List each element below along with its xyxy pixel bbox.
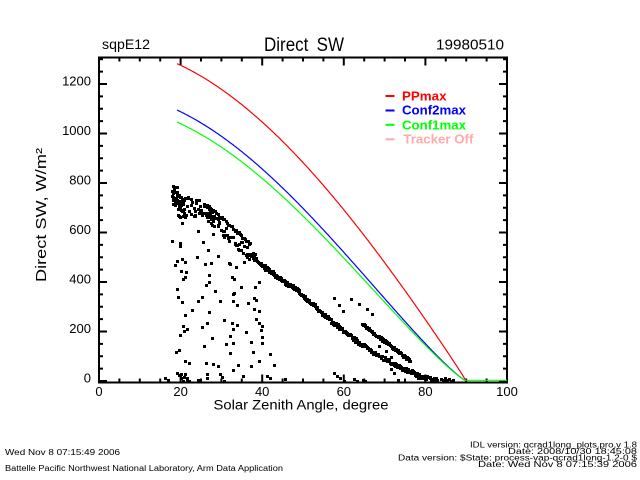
svg-text:Battelle Pacific Northwest Nat: Battelle Pacific Northwest National Labo… [5, 464, 283, 473]
svg-text:Conf2max: Conf2max [402, 104, 466, 118]
svg-text:IDL version: qcrad1long_plots.: IDL version: qcrad1long_plots.pro,v 1.8 [470, 441, 638, 450]
svg-text:Conf1max: Conf1max [402, 119, 466, 133]
svg-text:60: 60 [337, 384, 351, 399]
svg-text:1000: 1000 [62, 123, 91, 138]
svg-text:600: 600 [69, 222, 91, 237]
svg-text:Date: 2008/10/30 18:45:08: Date: 2008/10/30 18:45:08 [508, 447, 638, 456]
svg-text:1200: 1200 [62, 74, 91, 89]
svg-text:400: 400 [69, 272, 91, 287]
svg-text:80: 80 [418, 384, 432, 399]
svg-text:sqpE12: sqpE12 [102, 36, 150, 52]
svg-text:Direct SW: Direct SW [264, 35, 344, 56]
svg-text:0: 0 [95, 384, 102, 399]
svg-text:19980510: 19980510 [436, 37, 504, 54]
svg-text:800: 800 [69, 173, 91, 188]
svg-text:100: 100 [496, 384, 518, 399]
svg-text:40: 40 [255, 384, 269, 399]
svg-text:Solar Zenith Angle, degree: Solar Zenith Angle, degree [214, 398, 389, 413]
svg-text:Tracker Off: Tracker Off [403, 133, 474, 147]
svg-text:Direct SW, W/m²: Direct SW, W/m² [34, 148, 50, 282]
svg-text:PPmax: PPmax [402, 90, 447, 104]
svg-text:0: 0 [84, 371, 91, 386]
svg-text:Data version: $State: process-: Data version: $State: process-vap-qcrad1… [398, 454, 638, 463]
svg-text:Wed Nov 8 07:15:49 2006: Wed Nov 8 07:15:49 2006 [5, 448, 121, 457]
svg-text:20: 20 [173, 384, 187, 399]
svg-text:Date: Wed Nov 8 07:15:39 2006: Date: Wed Nov 8 07:15:39 2006 [478, 460, 638, 469]
svg-text:200: 200 [69, 321, 91, 336]
